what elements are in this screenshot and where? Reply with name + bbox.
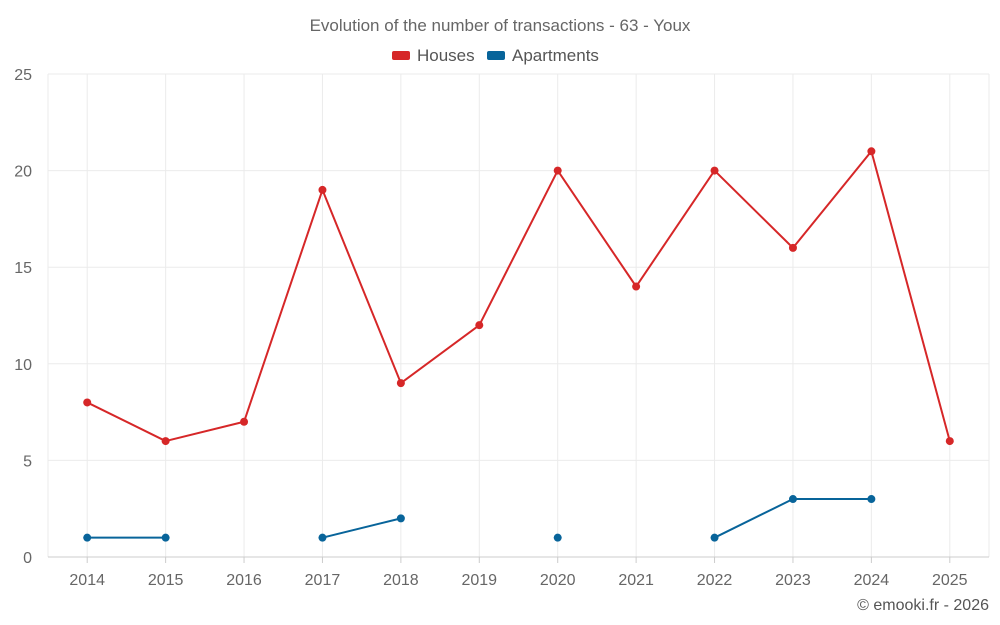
series-line-houses — [86, 150, 951, 443]
data-point-apartments[interactable] — [710, 533, 719, 542]
credit-text: © emooki.fr - 2026 — [857, 597, 989, 614]
legend-swatch-apartments — [487, 51, 505, 60]
x-tick-label: 2020 — [540, 572, 576, 589]
x-tick-label: 2016 — [226, 572, 262, 589]
data-point-houses[interactable] — [788, 243, 797, 252]
x-tick-label: 2015 — [148, 572, 184, 589]
data-point-apartments[interactable] — [83, 533, 92, 542]
x-tick-label: 2019 — [461, 572, 497, 589]
x-tick-label: 2014 — [69, 572, 105, 589]
data-point-houses[interactable] — [83, 398, 92, 407]
data-point-houses[interactable] — [867, 147, 876, 156]
legend-label-houses: Houses — [417, 46, 475, 65]
x-tick-label: 2018 — [383, 572, 419, 589]
y-tick-label: 20 — [14, 164, 32, 181]
x-tick-label: 2023 — [775, 572, 811, 589]
x-tick-label: 2021 — [618, 572, 654, 589]
data-point-apartments[interactable] — [553, 533, 562, 542]
data-point-apartments[interactable] — [318, 533, 327, 542]
x-tick-label: 2022 — [697, 572, 733, 589]
y-tick-label: 0 — [23, 550, 32, 567]
x-tick-label: 2025 — [932, 572, 968, 589]
x-tick-label: 2017 — [305, 572, 341, 589]
y-tick-label: 10 — [14, 357, 32, 374]
data-point-houses[interactable] — [396, 379, 405, 388]
y-tick-label: 5 — [23, 453, 32, 470]
data-point-houses[interactable] — [161, 437, 170, 446]
data-point-houses[interactable] — [240, 417, 249, 426]
series — [83, 147, 954, 542]
legend: Houses Apartments — [392, 46, 599, 65]
chart-title: Evolution of the number of transactions … — [310, 16, 691, 35]
x-tick-label: 2024 — [854, 572, 890, 589]
legend-label-apartments: Apartments — [512, 46, 599, 65]
data-point-houses[interactable] — [632, 282, 641, 291]
data-point-apartments[interactable] — [867, 495, 876, 504]
data-point-apartments[interactable] — [161, 533, 170, 542]
data-point-houses[interactable] — [318, 185, 327, 194]
series-line-apartments — [322, 517, 402, 539]
y-tick-label: 25 — [14, 67, 32, 84]
legend-item-apartments[interactable]: Apartments — [487, 46, 599, 65]
data-point-apartments[interactable] — [396, 514, 405, 523]
y-tick-label: 15 — [14, 260, 32, 277]
grid — [47, 73, 990, 557]
data-point-houses[interactable] — [945, 437, 954, 446]
data-point-apartments[interactable] — [788, 495, 797, 504]
legend-swatch-houses — [392, 51, 410, 60]
legend-item-houses[interactable]: Houses — [392, 46, 475, 65]
data-point-houses[interactable] — [475, 321, 484, 330]
data-point-houses[interactable] — [553, 166, 562, 175]
data-point-houses[interactable] — [710, 166, 719, 175]
